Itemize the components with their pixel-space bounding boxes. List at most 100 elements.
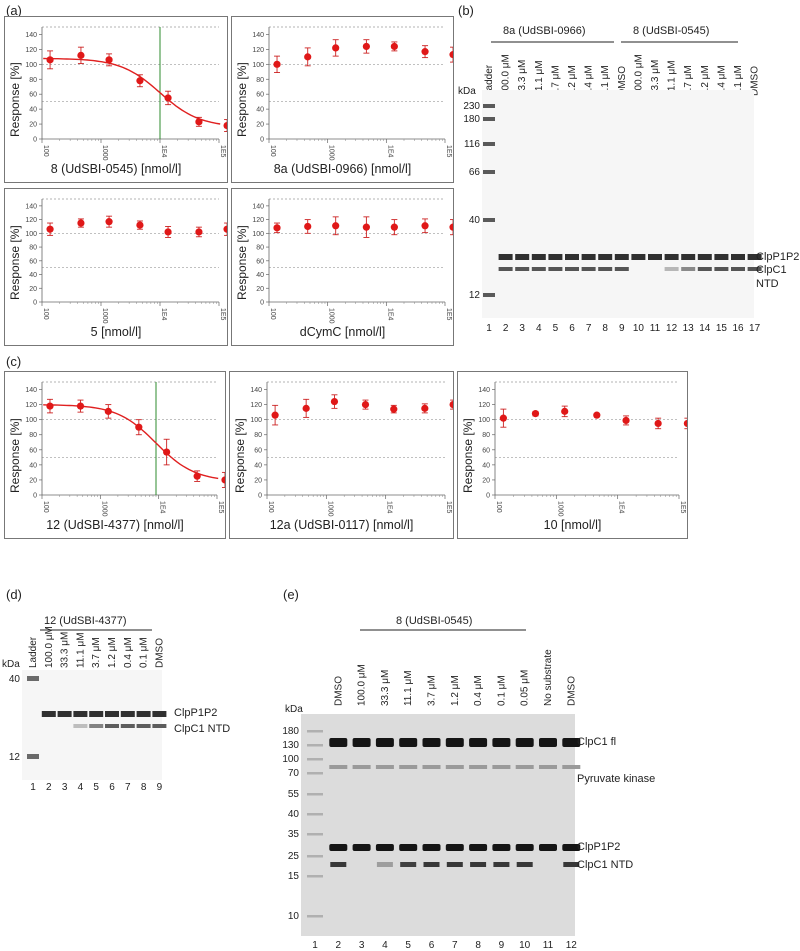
y-tick-label: 80 [254, 432, 262, 439]
lane-number: 8 [141, 782, 147, 790]
gel-d: 12 (UdSBI-4377) Ladder 100.0 μM 33.3 μM 11.… [2, 615, 230, 790]
lane-header: 0.1 μM [600, 65, 611, 96]
data-point [163, 438, 171, 466]
marker-label: 130 [283, 740, 299, 751]
lane-number: 1 [312, 940, 318, 951]
lane-number: 1 [30, 782, 36, 790]
ntd-band [515, 267, 530, 271]
lane-number: 16 [732, 323, 744, 334]
data-point [332, 39, 340, 57]
clpc1-fl-band [515, 738, 534, 747]
lane-header: 100.0 μM [44, 626, 55, 668]
data-point [195, 226, 203, 238]
clpp-band [531, 254, 546, 260]
x-axis-label: 10 [nmol/l] [543, 518, 602, 532]
y-axis-label: Response [%] [235, 62, 249, 137]
x-tick-label: 1E4 [160, 308, 167, 321]
x-tick-label: 100 [42, 308, 49, 320]
dose-response-plot-c1: 0 20 40 60 80 100 120 140 100 1000 1E4 1E5 12 (UdSBI… [4, 371, 226, 539]
y-axis-label: Response [%] [8, 418, 22, 493]
lane-number: 15 [716, 323, 728, 334]
x-axis-label: 5 [nmol/l] [90, 325, 142, 339]
lane-header: 11.1 μM [75, 632, 86, 668]
data-marker [449, 401, 453, 409]
x-tick-label: 1000 [326, 501, 333, 517]
data-point [332, 216, 340, 236]
data-marker [46, 225, 54, 233]
data-point [223, 119, 227, 132]
pyruvate-kinase-band [399, 765, 418, 769]
pyruvate-kinase-band [539, 765, 557, 769]
lane-header: 3.7 μM [550, 65, 561, 96]
ntd-band [664, 267, 679, 271]
data-point [622, 415, 630, 426]
lane-number: 5 [93, 782, 99, 790]
lane-header: 0.05 μM [520, 670, 531, 706]
data-marker [390, 223, 398, 231]
clpp-band [664, 254, 679, 260]
clpp-band [73, 711, 88, 717]
y-tick-label: 120 [25, 217, 37, 224]
ladder-band [307, 833, 323, 836]
data-marker [531, 410, 540, 418]
clpp-band [681, 254, 696, 260]
y-tick-label: 140 [25, 32, 37, 39]
data-point [105, 215, 113, 228]
lane-number: 2 [46, 782, 52, 790]
ntd-band [470, 862, 487, 867]
gel-b: 8a (UdSBI-0966) 8 (UdSBI-0545) Ladder 100… [458, 25, 799, 334]
clpp-band [120, 711, 135, 717]
data-point [390, 41, 398, 52]
lane-header: 0.1 μM [733, 65, 744, 96]
dose-response-plot-c3: 0 20 40 60 80 100 120 140 100 1000 1E4 1E5 10 [nmol/… [457, 371, 688, 539]
marker-label: 230 [463, 101, 480, 112]
gel-e: 8 (UdSBI-0545) DMSO 100.0 μM 33.3 μM 11.1 μ… [283, 615, 655, 951]
y-axis-label: Response [%] [8, 62, 22, 137]
data-marker [136, 77, 144, 85]
y-tick-label: 120 [25, 47, 37, 54]
lane-header: 3.7 μM [91, 637, 102, 668]
marker-label: 40 [288, 809, 300, 820]
lane-number: 6 [109, 782, 115, 790]
data-marker [332, 44, 340, 52]
clpp-band [469, 844, 488, 851]
y-tick-label: 100 [478, 417, 490, 424]
y-tick-label: 20 [256, 286, 264, 293]
lane-header: 100.0 μM [501, 54, 512, 96]
lane-number: 7 [452, 940, 458, 951]
data-point [304, 47, 312, 67]
data-marker [654, 419, 662, 428]
x-tick-label: 1E4 [386, 308, 393, 321]
y-tick-label: 40 [29, 107, 37, 114]
data-point [499, 408, 507, 428]
data-marker [136, 221, 144, 229]
y-tick-label: 100 [25, 231, 37, 238]
ntd-band [152, 724, 167, 728]
lane-number: 10 [519, 940, 531, 951]
lane-header: 33.3 μM [380, 670, 391, 706]
band-label: ClpP1P2 [756, 251, 799, 263]
data-point [164, 90, 172, 106]
lane-number: 6 [429, 940, 435, 951]
ladder-band [27, 676, 39, 681]
data-point [362, 39, 370, 54]
ladder-band [307, 772, 323, 775]
y-axis-label: Response [%] [235, 225, 249, 300]
data-marker [164, 228, 172, 236]
lane-header: 1.2 μM [700, 65, 711, 96]
data-marker [683, 419, 687, 428]
data-point [105, 53, 113, 67]
clpp-band [747, 254, 762, 260]
clpp-band [445, 844, 464, 851]
lane-header: 1.2 μM [107, 637, 118, 668]
clpc1-fl-band [399, 738, 418, 747]
panel-label-d: (d) [6, 587, 22, 602]
gel-b-group2-label: 8 (UdSBI-0545) [633, 25, 709, 37]
data-marker [622, 416, 630, 425]
x-tick-label: 1E5 [219, 308, 226, 321]
data-point [273, 222, 281, 234]
dose-response-plot-a4: 0 20 40 60 80 100 120 140 100 1000 1E4 1E5 dCymC [nm… [231, 188, 454, 346]
y-tick-label: 0 [486, 493, 490, 500]
data-point [273, 55, 281, 73]
pyruvate-kinase-band [352, 765, 371, 769]
